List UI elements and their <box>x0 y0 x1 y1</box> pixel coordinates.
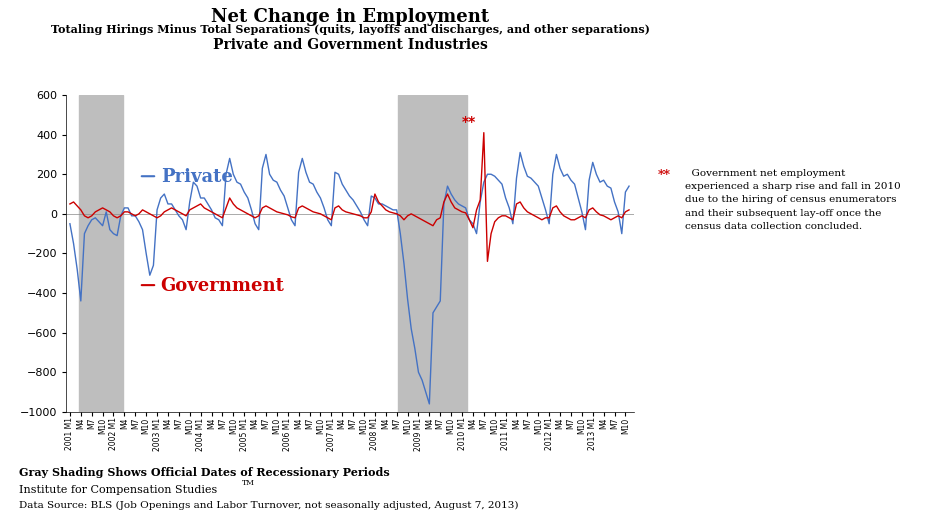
Text: Government net employment
experienced a sharp rise and fall in 2010
due to the h: Government net employment experienced a … <box>685 169 901 231</box>
Text: Data Source: BLS (Job Openings and Labor Turnover, not seasonally adjusted, Augu: Data Source: BLS (Job Openings and Labor… <box>19 501 518 510</box>
Bar <box>399 95 468 412</box>
Text: Government: Government <box>161 277 284 295</box>
Text: Institute for Compensation Studies: Institute for Compensation Studies <box>19 485 221 495</box>
Text: Net Change in Employment: Net Change in Employment <box>211 8 490 26</box>
Text: **: ** <box>462 115 476 129</box>
Text: Private: Private <box>161 168 233 186</box>
Text: Totaling Hirings Minus Total Separations (quits, layoffs and discharges, and oth: Totaling Hirings Minus Total Separations… <box>51 24 650 35</box>
Text: TM: TM <box>241 479 255 487</box>
Text: Private and Government Industries: Private and Government Industries <box>213 38 488 52</box>
Text: Gray Shading Shows Official Dates of Recessionary Periods: Gray Shading Shows Official Dates of Rec… <box>19 467 389 478</box>
Bar <box>79 95 122 412</box>
Text: **: ** <box>658 169 671 182</box>
